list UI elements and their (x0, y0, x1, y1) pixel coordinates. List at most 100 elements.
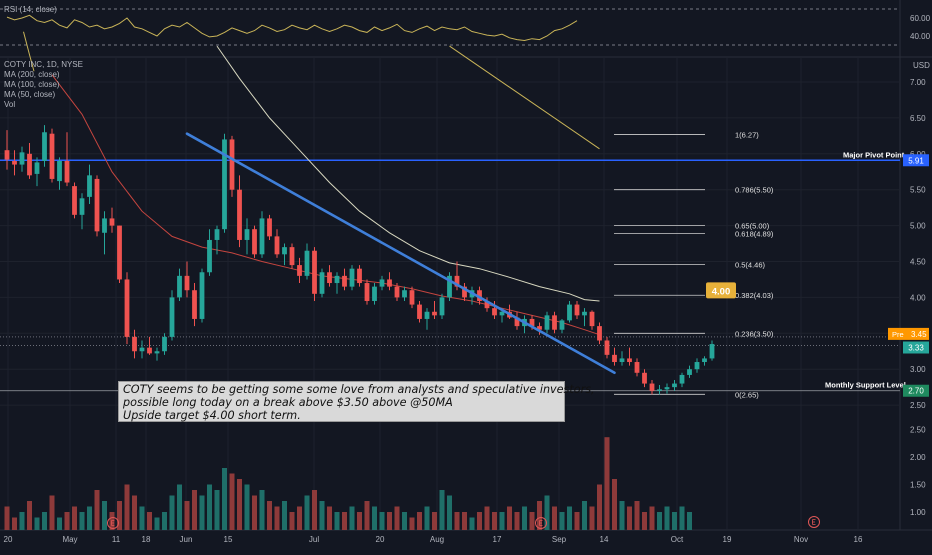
candle-body (244, 229, 250, 240)
candle-body (672, 383, 677, 388)
candle-body (597, 326, 602, 341)
candle-body (559, 320, 565, 330)
volume-bar (544, 495, 550, 530)
volume-bar (49, 495, 55, 530)
rsi-title: RSI (14, close) (4, 5, 57, 14)
candle-body (34, 162, 40, 174)
earnings-marker-icon (107, 517, 119, 529)
candle-body (657, 389, 662, 391)
volume-bar (237, 479, 242, 530)
candle-body (409, 290, 415, 305)
candle-body (319, 272, 325, 294)
volume-bar (19, 512, 25, 530)
candle-body (694, 362, 700, 370)
volume-bar (379, 512, 385, 530)
candle-body (297, 265, 302, 276)
candle-body (49, 133, 55, 179)
candle-body (214, 229, 220, 240)
target-badge-label: 4.00 (712, 286, 731, 297)
candle-body (192, 290, 197, 319)
candle-body (229, 139, 235, 190)
volume-bar (394, 506, 400, 530)
candle-body (529, 318, 535, 327)
volume-bar (147, 512, 152, 530)
candle-body (627, 358, 632, 363)
candle-body (124, 279, 130, 337)
earnings-marker-icon (535, 517, 547, 529)
volume-bar (207, 484, 212, 530)
candle-body (117, 225, 122, 280)
candle-body (492, 308, 497, 316)
candle-body (102, 218, 107, 233)
volume-bar (567, 506, 572, 530)
volume-bar (679, 506, 685, 530)
candle-body (454, 275, 460, 287)
volume-bar (537, 501, 542, 530)
candle-body (334, 275, 340, 284)
volume-tick-label: 2.00 (910, 453, 926, 462)
fib-level-label: 0.618(4.89) (735, 229, 774, 238)
volume-bar (634, 501, 640, 530)
volume-bar (514, 512, 520, 530)
time-tick-label: Nov (794, 535, 808, 544)
candle-body (282, 247, 287, 255)
time-tick-label: 20 (4, 535, 13, 544)
annotation-line-3: Upside target $4.00 short term. (123, 409, 301, 422)
volume-bar (282, 501, 287, 530)
candle-body (267, 218, 272, 237)
candle-body (19, 152, 25, 165)
candle-body (252, 229, 257, 255)
volume-bar (252, 495, 257, 530)
candle-body (27, 153, 32, 176)
candle-body (154, 351, 160, 354)
earnings-marker-glyph (111, 520, 115, 526)
candle-body (289, 247, 295, 266)
volume-bar (477, 512, 482, 530)
volume-bar (357, 512, 362, 530)
time-tick-label: 15 (224, 535, 233, 544)
volume-bar (274, 506, 280, 530)
earnings-marker-glyph (812, 519, 816, 525)
price-tick-label: 4.00 (910, 293, 926, 302)
volume-bar (192, 490, 197, 530)
volume-bar (12, 517, 17, 530)
volume-bar (87, 506, 92, 530)
fib-level-label: 0(2.65) (735, 390, 759, 399)
volume-bar (117, 501, 122, 530)
volume-bar (552, 506, 557, 530)
volume-bar (132, 495, 137, 530)
time-tick-label: Jul (309, 535, 319, 544)
volume-bar (177, 484, 182, 530)
volume-bar (229, 473, 235, 530)
pivot-price-tag-bg (903, 154, 929, 167)
volume-bar (612, 479, 617, 530)
pre-tag-prefix: Pre (892, 330, 904, 339)
volume-bar (529, 512, 535, 530)
candle-body (147, 347, 152, 354)
volume-bar (334, 512, 340, 530)
price-tick-label: 2.50 (910, 401, 926, 410)
candle-body (357, 268, 362, 284)
candle-body (4, 150, 10, 160)
trendline (185, 132, 616, 375)
last-price-tag-label: 3.33 (908, 344, 924, 353)
legend-ma100: MA (100, close) (4, 80, 60, 89)
candle-body (619, 358, 625, 363)
volume-bar (4, 506, 10, 530)
fib-level-label: 0.65(5.00) (735, 222, 770, 231)
volume-bar (102, 501, 107, 530)
volume-tick-label: 2.50 (910, 426, 926, 435)
fib-level-label: 0.786(5.50) (735, 186, 774, 195)
candle-body (462, 286, 467, 298)
volume-bar (34, 517, 40, 530)
candle-body (379, 279, 385, 287)
volume-bar (312, 490, 317, 530)
candle-body (604, 340, 610, 355)
earnings-marker-icon (808, 516, 820, 528)
annotation-note[interactable]: COTY seems to be getting some some love … (118, 381, 595, 422)
volume-bar (604, 437, 610, 530)
rsi-tick-label: 40.00 (910, 32, 931, 41)
legend-ma50: MA (50, close) (4, 90, 56, 99)
